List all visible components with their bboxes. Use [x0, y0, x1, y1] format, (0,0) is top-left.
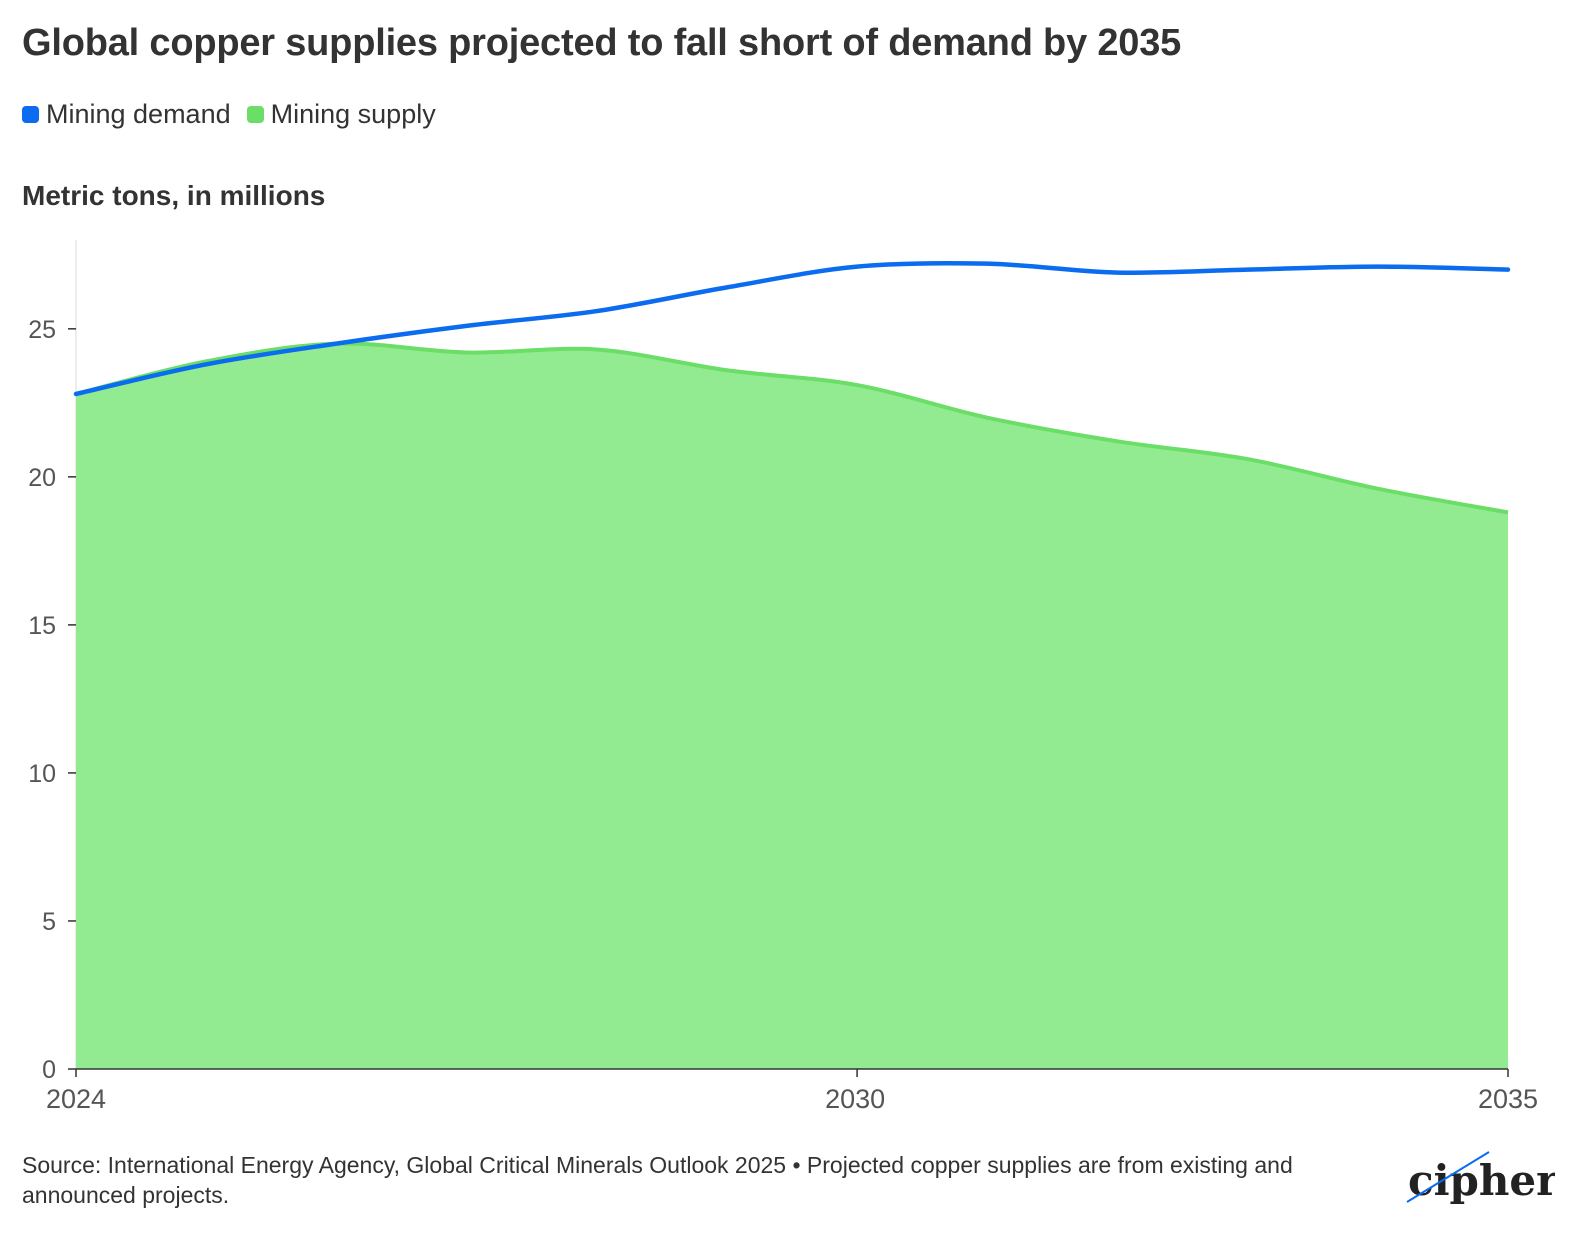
svg-text:cipher: cipher [1408, 1156, 1555, 1205]
y-tick-label: 10 [28, 760, 56, 788]
x-tick-label: 2030 [825, 1084, 885, 1114]
y-tick-label: 15 [28, 612, 56, 640]
x-tick-label: 2035 [1478, 1084, 1538, 1114]
y-tick-label: 5 [42, 908, 56, 936]
chart-title: Global copper supplies projected to fall… [22, 22, 1182, 64]
x-tick-label: 2024 [46, 1084, 106, 1114]
legend: Mining demand Mining supply [22, 99, 452, 130]
legend-swatch-demand [22, 106, 39, 123]
supply-area [76, 343, 1508, 1069]
legend-label-supply: Mining supply [270, 99, 436, 129]
legend-swatch-supply [246, 106, 264, 123]
legend-item-demand: Mining demand [22, 99, 231, 130]
cipher-logo: cipher [1406, 1151, 1555, 1205]
legend-label-demand: Mining demand [46, 99, 231, 129]
demand-line [73, 260, 1511, 397]
y-tick-label: 0 [42, 1056, 56, 1084]
y-tick-label: 20 [28, 464, 56, 492]
source-note: Source: International Energy Agency, Glo… [22, 1152, 1293, 1208]
y-unit-label: Metric tons, in millions [22, 180, 326, 211]
y-tick-label: 25 [28, 316, 56, 344]
legend-item-supply: Mining supply [246, 99, 436, 130]
